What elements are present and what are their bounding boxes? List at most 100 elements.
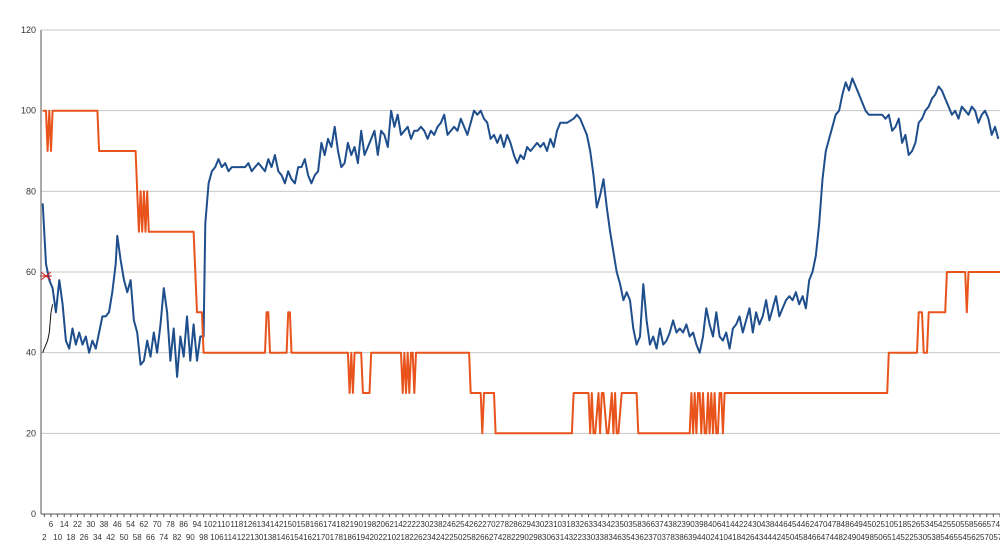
x-tick-label: 346 [608,533,622,542]
x-tick-label: 206 [376,520,390,529]
x-tick-label: 434 [754,533,768,542]
series-lines [41,77,1000,435]
x-tick-label: 326 [575,520,589,529]
x-tick-label: 298 [529,533,543,542]
x-tick-label: 146 [277,533,291,542]
x-tick-label: 54 [126,520,135,529]
x-tick-label: 126 [243,520,257,529]
x-tick-label: 34 [93,533,102,542]
y-tick-label: 20 [26,428,36,438]
x-tick-label: 530 [914,533,928,542]
x-tick-label: 210 [383,533,397,542]
x-tick-label: 242 [436,533,450,542]
x-tick-label: 10 [53,533,62,542]
x-tick-label: 222 [403,520,417,529]
x-tick-label: 98 [199,533,208,542]
x-tick-label: 6 [49,520,54,529]
x-tick-label: 518 [894,520,908,529]
x-tick-label: 482 [834,533,848,542]
x-tick-label: 566 [973,520,987,529]
x-tick-label: 490 [847,533,861,542]
x-tick-label: 338 [595,533,609,542]
x-tick-label: 450 [781,533,795,542]
x-tick-label: 386 [675,533,689,542]
x-tick-label: 90 [186,533,195,542]
x-tick-label: 570 [980,533,994,542]
x-tick-label: 50 [120,533,129,542]
x-tick-label: 354 [622,533,636,542]
x-tick-label: 162 [303,533,317,542]
x-axis-tick-labels: 2610141822263034384246505458626670747882… [42,514,1000,542]
x-tick-label: 578 [993,533,1000,542]
x-tick-label: 154 [290,533,304,542]
x-tick-label: 246 [442,520,456,529]
x-tick-label: 182 [336,520,350,529]
x-tick-label: 58 [133,533,142,542]
x-tick-label: 426 [741,533,755,542]
x-tick-label: 138 [263,533,277,542]
x-tick-label: 194 [356,533,370,542]
x-tick-label: 470 [814,520,828,529]
y-tick-label: 100 [21,106,36,116]
x-tick-label: 166 [310,520,324,529]
x-tick-label: 398 [695,520,709,529]
x-tick-label: 446 [774,520,788,529]
x-tick-label: 250 [449,533,463,542]
x-tick-label: 314 [555,533,569,542]
x-tick-label: 118 [230,520,243,529]
x-tick-label: 186 [343,533,357,542]
x-tick-label: 78 [166,520,175,529]
x-tick-label: 294 [522,520,536,529]
x-tick-label: 418 [728,533,742,542]
x-tick-label: 290 [515,533,529,542]
x-tick-label: 134 [257,520,271,529]
x-tick-label: 334 [588,520,602,529]
x-tick-label: 62 [139,520,148,529]
x-tick-label: 330 [582,533,596,542]
x-tick-label: 86 [179,520,188,529]
x-tick-label: 350 [615,520,629,529]
x-tick-label: 66 [146,533,155,542]
x-tick-label: 526 [907,520,921,529]
x-tick-label: 142 [270,520,284,529]
x-tick-label: 406 [708,520,722,529]
x-tick-label: 18 [66,533,75,542]
x-tick-label: 550 [947,520,961,529]
x-tick-label: 506 [874,533,888,542]
x-tick-label: 402 [701,533,715,542]
x-tick-label: 2 [42,533,47,542]
x-tick-label: 462 [801,520,815,529]
x-tick-label: 546 [940,533,954,542]
x-tick-label: 554 [954,533,968,542]
x-tick-label: 558 [960,520,974,529]
x-tick-label: 382 [668,520,682,529]
x-tick-label: 362 [635,533,649,542]
x-tick-label: 370 [648,533,662,542]
x-tick-label: 458 [794,533,808,542]
x-tick-label: 466 [807,533,821,542]
x-tick-label: 258 [462,533,476,542]
x-tick-label: 254 [456,520,470,529]
x-tick-label: 114 [224,533,237,542]
x-tick-label: 110 [217,520,230,529]
x-tick-label: 302 [535,520,549,529]
x-tick-label: 262 [469,520,483,529]
y-tick-label: 120 [21,25,36,35]
x-tick-label: 534 [920,520,934,529]
x-tick-label: 474 [821,533,835,542]
x-tick-label: 310 [549,520,563,529]
gridlines [41,29,1000,434]
x-tick-label: 306 [542,533,556,542]
y-axis-tick-labels: 0 20 40 60 80 100 120 [21,25,36,519]
x-tick-label: 442 [768,533,782,542]
x-tick-label: 122 [237,533,251,542]
x-tick-label: 26 [80,533,89,542]
x-tick-label: 522 [900,533,914,542]
x-tick-label: 106 [210,533,224,542]
x-tick-label: 158 [296,520,310,529]
x-tick-label: 414 [721,520,735,529]
x-tick-label: 538 [927,533,941,542]
x-tick-label: 174 [323,520,337,529]
x-tick-label: 38 [100,520,109,529]
